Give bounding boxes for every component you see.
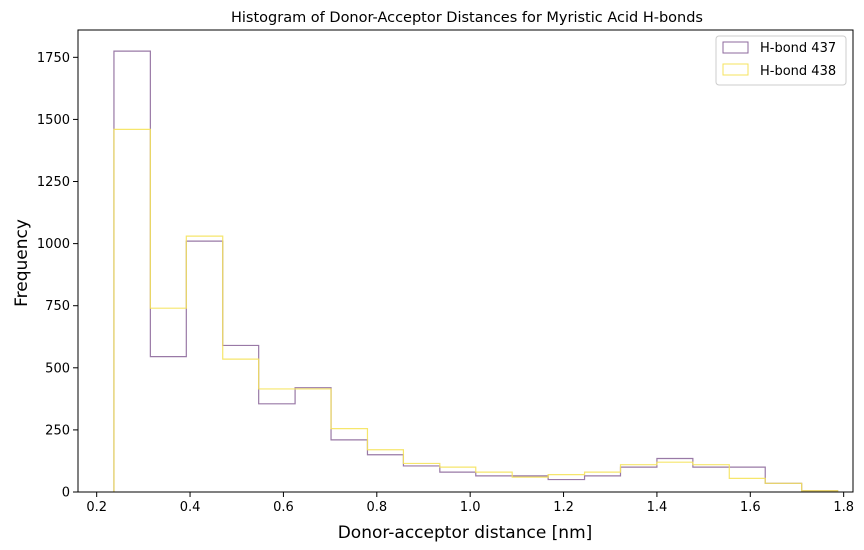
x-axis-ticks: 0.2 0.4 0.6 0.8 1.0 1.2 1.4 1.6 1.8 <box>86 492 854 515</box>
x-tick-label: 1.8 <box>833 500 854 515</box>
bars-layer <box>113 50 839 492</box>
y-tick-label: 750 <box>45 299 70 314</box>
plot-frame <box>78 30 853 492</box>
x-tick-label: 0.8 <box>366 500 387 515</box>
y-tick-label: 500 <box>45 361 70 376</box>
y-tick-label: 1000 <box>37 237 70 252</box>
axes-spines <box>77 29 854 493</box>
x-tick-label: 1.0 <box>460 500 481 515</box>
x-tick-label: 0.2 <box>86 500 107 515</box>
chart-title: Histogram of Donor-Acceptor Distances fo… <box>231 10 703 26</box>
x-tick-label: 1.4 <box>647 500 668 515</box>
axes-frame <box>77 29 854 493</box>
y-axis-ticks: 0 250 500 750 1000 1250 1500 1750 <box>37 51 78 501</box>
histogram-series-1 <box>113 128 839 492</box>
y-tick-label: 1750 <box>37 51 70 66</box>
legend-label-hbond-438: H-bond 438 <box>760 64 836 79</box>
x-tick-label: 1.2 <box>553 500 574 515</box>
y-tick-label: 1250 <box>37 175 70 190</box>
legend-swatch-hbond-437 <box>722 41 749 54</box>
x-axis-label: Donor-acceptor distance [nm] <box>338 523 593 543</box>
y-axis-label: Frequency <box>12 219 32 307</box>
x-tick-label: 0.4 <box>180 500 201 515</box>
legend-label-hbond-437: H-bond 437 <box>760 41 836 56</box>
legend: H-bond 437 H-bond 438 <box>715 35 847 86</box>
y-tick-label: 0 <box>62 486 70 501</box>
y-tick-label: 1500 <box>37 113 70 128</box>
x-tick-label: 0.6 <box>273 500 294 515</box>
legend-swatch-hbond-438 <box>722 63 749 76</box>
x-tick-label: 1.6 <box>740 500 761 515</box>
y-tick-label: 250 <box>45 423 70 438</box>
